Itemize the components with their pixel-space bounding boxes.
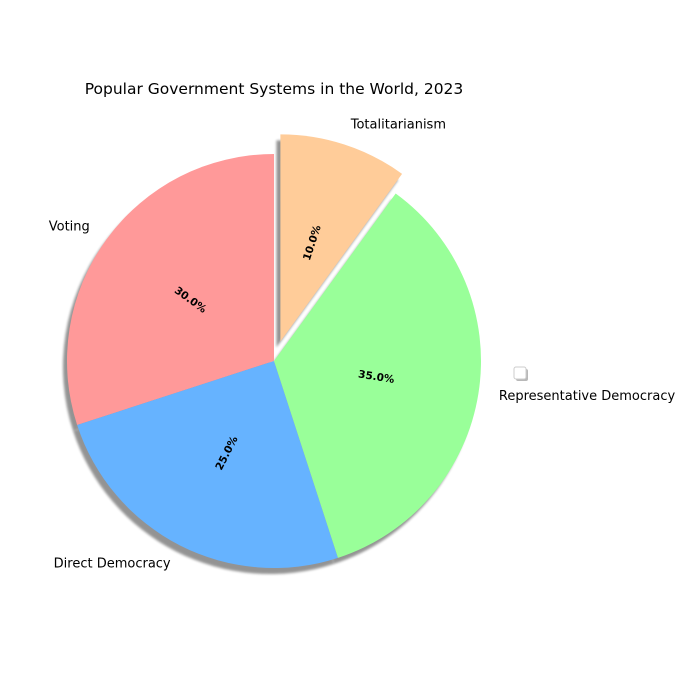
pie-slice-representative-democracy bbox=[274, 193, 481, 558]
slice-label-voting: Voting bbox=[49, 220, 90, 235]
pie-slice-totalitarianism bbox=[280, 134, 403, 342]
pie-slices bbox=[66, 134, 481, 569]
slice-label-totalitarianism: Totalitarianism bbox=[350, 117, 446, 132]
chart-title: Popular Government Systems in the World,… bbox=[85, 80, 464, 98]
pie-slice-voting bbox=[66, 154, 274, 425]
slice-label-direct-democracy: Direct Democracy bbox=[54, 556, 171, 571]
legend bbox=[513, 366, 528, 381]
slice-percent-representative-democracy: 35.0% bbox=[357, 368, 395, 386]
legend-box bbox=[513, 366, 527, 380]
slice-label-representative-democracy: Representative Democracy bbox=[499, 389, 676, 404]
pie-slice-direct-democracy bbox=[77, 361, 338, 569]
